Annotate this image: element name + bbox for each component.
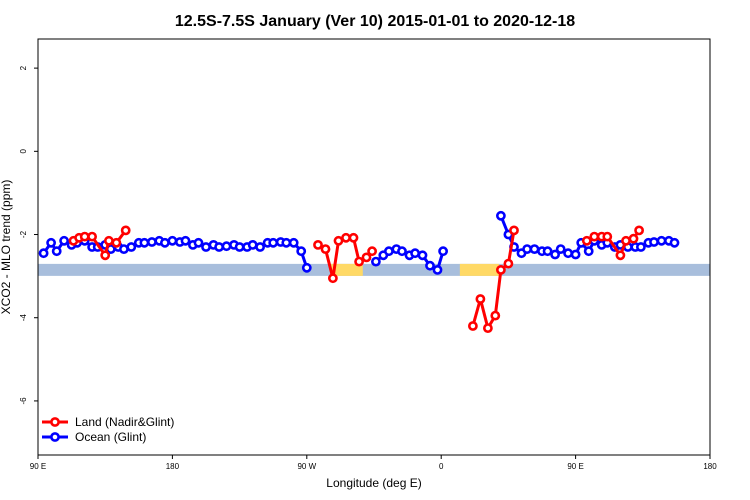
ocean-point (649, 237, 659, 247)
ocean-point (288, 237, 299, 248)
land-point (111, 237, 122, 248)
land-strip (459, 263, 500, 276)
y-tick-label: -6 (19, 397, 28, 405)
ocean-point (563, 248, 573, 259)
legend-ocean-label: Ocean (Glint) (75, 430, 146, 444)
y-tick-label: -2 (19, 230, 28, 238)
land-point (104, 235, 114, 246)
land-mask (38, 263, 710, 276)
ocean-point (146, 237, 157, 247)
x-tick-label: 180 (166, 462, 180, 471)
series-layer (38, 210, 680, 333)
ocean-point (139, 237, 150, 248)
ocean-point (221, 241, 232, 252)
ocean-point (529, 244, 540, 254)
ocean-point (234, 242, 245, 252)
ocean-point (167, 235, 178, 246)
land-point (100, 250, 111, 261)
land-point (348, 232, 359, 243)
x-tick-label: 180 (703, 462, 717, 471)
y-tick-label: -4 (19, 314, 28, 322)
ocean-point (268, 237, 279, 248)
land-point (367, 246, 377, 257)
legend-land-label: Land (Nadir&Glint) (75, 415, 174, 429)
land-point (475, 294, 486, 304)
chart-title: 12.5S-7.5S January (Ver 10) 2015-01-01 t… (175, 13, 575, 30)
land-point (467, 321, 478, 331)
ocean-point (669, 237, 680, 248)
land-point (490, 310, 501, 321)
ocean-point (38, 248, 49, 259)
land-point (327, 273, 338, 284)
land-point (634, 225, 644, 236)
ocean-point (432, 264, 443, 275)
x-tick-label: 90 E (30, 462, 46, 471)
x-tick-label: 0 (439, 462, 444, 471)
ocean-point (570, 249, 581, 260)
ocean-point (383, 246, 394, 257)
ocean-point (370, 256, 381, 267)
ocean-point (555, 244, 566, 254)
land-point (621, 235, 631, 246)
x-axis-label: Longitude (deg E) (326, 476, 421, 490)
ocean-point (542, 246, 553, 257)
land-point (320, 244, 331, 254)
ocean-point (201, 242, 211, 252)
legend-ocean-marker (50, 432, 60, 442)
x-axis: 90 E 180 90 W 0 90 E 180 (30, 455, 717, 471)
plot-area (37, 38, 711, 456)
ocean-point (193, 237, 204, 248)
y-axis-label: XCO2 - MLO trend (ppm) (0, 180, 13, 315)
land-point (482, 323, 493, 333)
x-tick-label: 90 E (567, 462, 583, 471)
ocean-point (180, 235, 191, 246)
land-point (495, 264, 506, 275)
land-point (361, 252, 372, 263)
land-point (509, 225, 519, 236)
ocean-point (214, 242, 224, 252)
land-point (354, 256, 364, 267)
ocean-point (59, 235, 69, 246)
land-strip (331, 263, 363, 276)
ocean-point (51, 246, 62, 257)
land-point (341, 232, 351, 243)
land-point (602, 231, 613, 242)
ocean-point (46, 237, 56, 248)
ocean-point (159, 237, 170, 248)
x-tick-label: 90 W (297, 462, 316, 471)
legend: Land (Nadir&Glint) Ocean (Glint) (42, 415, 174, 444)
ocean-point (438, 246, 448, 257)
ocean-point (550, 249, 560, 260)
ocean-point (126, 242, 137, 252)
ocean-point (255, 242, 265, 252)
land-point (581, 235, 592, 246)
ocean-strip (38, 263, 710, 276)
legend-land-marker (50, 417, 60, 427)
land-point (120, 225, 131, 236)
ocean-point (495, 210, 506, 221)
y-tick-label: 0 (19, 149, 28, 154)
land-point (628, 233, 639, 244)
plot-frame (37, 38, 711, 456)
ocean-point (425, 260, 435, 271)
ocean-point (417, 250, 428, 261)
land-point (313, 239, 323, 250)
ocean-point (397, 246, 407, 257)
ocean-point (583, 246, 594, 257)
land-point (503, 258, 514, 269)
y-axis: 2 0 -2 -4 -6 (19, 65, 38, 404)
ocean-point (301, 262, 312, 273)
y-tick-label: 2 (19, 65, 28, 70)
land-point (615, 250, 626, 261)
ocean-point (296, 246, 307, 257)
ocean-point (636, 242, 646, 252)
land-point (333, 235, 344, 246)
land-point (87, 231, 97, 242)
